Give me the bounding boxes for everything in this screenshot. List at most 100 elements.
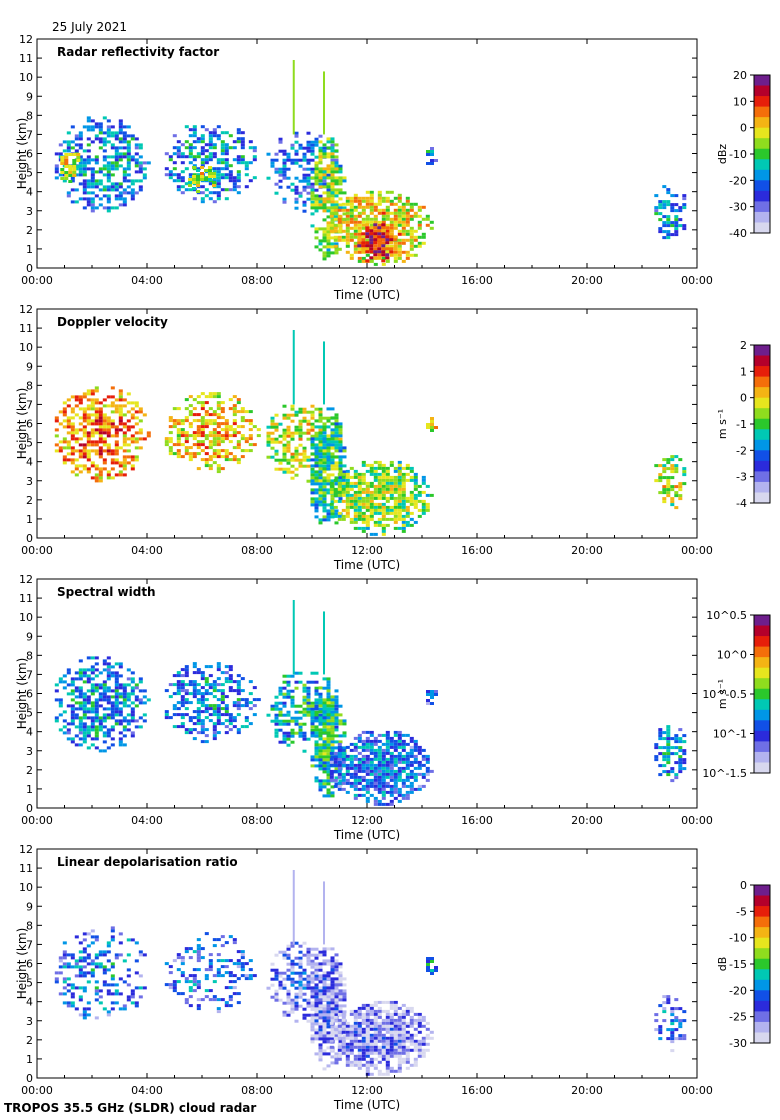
heatmap-cell [130, 134, 135, 138]
heatmap-cell [176, 707, 181, 711]
heatmap-cell [314, 443, 319, 447]
heatmap-cell [306, 710, 311, 714]
x-tick-label: 12:00 [351, 274, 383, 287]
heatmap-cell [54, 716, 59, 720]
heatmap-cell [168, 440, 173, 444]
heatmap-cell [90, 401, 95, 405]
heatmap-cell [401, 472, 406, 476]
heatmap-cell [310, 458, 315, 462]
heatmap-cell [326, 155, 331, 159]
heatmap-cell [220, 722, 225, 726]
heatmap-cell [426, 699, 430, 702]
heatmap-cell [106, 155, 111, 159]
heatmap-cell [302, 416, 307, 420]
heatmap-cell [290, 716, 295, 720]
heatmap-cell [94, 746, 99, 750]
heatmap-cell [86, 443, 91, 447]
heatmap-cell [220, 173, 225, 177]
heatmap-cell [306, 704, 311, 708]
heatmap-cell [282, 977, 287, 981]
heatmap-cell [126, 722, 131, 726]
heatmap-cell [102, 662, 107, 666]
heatmap-cell [168, 986, 173, 990]
heatmap-cell [266, 425, 271, 429]
heatmap-cell [176, 407, 181, 411]
heatmap-cell [318, 968, 323, 972]
heatmap-cell [361, 784, 366, 788]
heatmap-cell [270, 422, 275, 426]
heatmap-cell [82, 947, 87, 951]
heatmap-cell [353, 193, 358, 197]
heatmap-cell [421, 763, 426, 767]
heatmap-cell [110, 671, 115, 675]
heatmap-cell [326, 440, 331, 444]
heatmap-cell [401, 259, 406, 263]
heatmap-cell [333, 478, 338, 482]
heatmap-cell [82, 680, 87, 684]
heatmap-cell [200, 178, 204, 181]
panel-title: Doppler velocity [57, 315, 168, 329]
heatmap-cell [409, 769, 414, 773]
heatmap-cell [138, 185, 143, 189]
colorbar-tick-label: 10^-0.5 [702, 688, 747, 701]
heatmap-cell [666, 233, 671, 237]
heatmap-cell [66, 146, 71, 150]
heatmap-cell [674, 218, 679, 222]
heatmap-cell [353, 469, 358, 473]
heatmap-cell [78, 722, 83, 726]
heatmap-cell [200, 719, 205, 723]
heatmap-cell [349, 505, 354, 509]
heatmap-cell [90, 476, 95, 480]
y-tick-label: 10 [19, 341, 33, 354]
heatmap-cell [224, 731, 229, 735]
heatmap-cell [164, 716, 169, 720]
heatmap-cell [349, 748, 354, 752]
heatmap-cell [302, 446, 307, 450]
heatmap-cell [122, 704, 127, 708]
heatmap-cell [413, 475, 418, 479]
heatmap-cell [342, 755, 347, 759]
heatmap-cell [365, 514, 370, 518]
heatmap-cell [369, 211, 374, 215]
heatmap-cell [318, 728, 323, 732]
heatmap-cell [310, 497, 315, 501]
heatmap-cell [78, 428, 83, 432]
heatmap-cell [266, 440, 271, 444]
heatmap-cell [134, 164, 139, 168]
heatmap-cell [294, 200, 299, 204]
heatmap-cell [216, 470, 221, 474]
heatmap-cell [78, 437, 83, 441]
heatmap-cell [212, 175, 216, 178]
heatmap-cell [298, 452, 303, 456]
heatmap-cell [212, 134, 217, 138]
heatmap-cell [82, 986, 87, 990]
heatmap-cell [180, 716, 185, 720]
heatmap-cell [329, 769, 334, 773]
heatmap-cell [397, 220, 402, 224]
heatmap-cell [164, 983, 169, 987]
heatmap-cell [138, 419, 143, 423]
heatmap-cell [310, 143, 315, 147]
heatmap-cell [326, 230, 331, 234]
heatmap-cell [326, 767, 331, 771]
heatmap-cell [224, 725, 229, 729]
heatmap-cell [393, 526, 398, 530]
heatmap-cell [122, 437, 127, 441]
heatmap-cell [78, 668, 83, 672]
heatmap-cell [224, 971, 229, 975]
heatmap-cell [322, 500, 327, 504]
heatmap-cell [286, 692, 291, 696]
heatmap-cell [349, 202, 354, 206]
heatmap-cell [216, 416, 221, 420]
heatmap-cell [118, 707, 123, 711]
heatmap-cell [322, 467, 327, 471]
heatmap-cell [326, 152, 331, 156]
heatmap-cell [373, 214, 378, 218]
heatmap-cell [314, 968, 319, 972]
heatmap-cell [670, 746, 675, 750]
heatmap-cell [290, 470, 295, 474]
heatmap-cell [78, 671, 83, 675]
heatmap-cell [294, 722, 299, 726]
heatmap-cell [314, 173, 319, 177]
heatmap-cell [98, 725, 103, 729]
